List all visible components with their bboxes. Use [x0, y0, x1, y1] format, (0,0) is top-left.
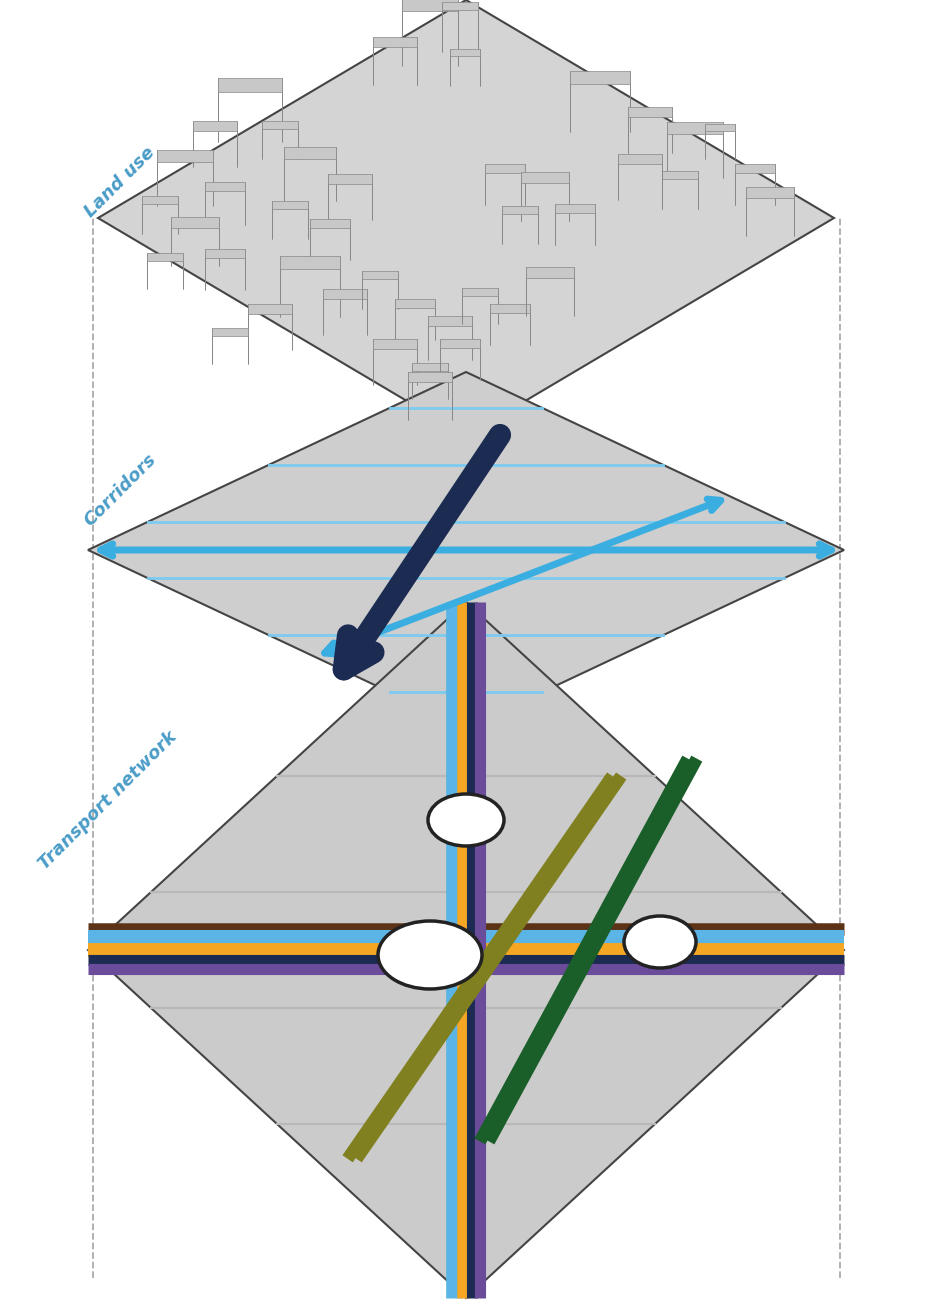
- Polygon shape: [147, 253, 183, 261]
- Polygon shape: [280, 256, 340, 269]
- Polygon shape: [662, 171, 698, 179]
- Polygon shape: [248, 304, 292, 313]
- Polygon shape: [440, 338, 480, 347]
- Polygon shape: [628, 107, 672, 118]
- Polygon shape: [171, 217, 219, 227]
- Polygon shape: [284, 148, 336, 159]
- Polygon shape: [526, 266, 574, 277]
- Polygon shape: [395, 299, 435, 307]
- Polygon shape: [402, 0, 458, 10]
- Polygon shape: [328, 174, 372, 184]
- Polygon shape: [323, 289, 367, 299]
- Polygon shape: [205, 248, 245, 257]
- Polygon shape: [272, 201, 308, 209]
- Ellipse shape: [378, 921, 482, 989]
- Polygon shape: [450, 48, 480, 55]
- Ellipse shape: [428, 794, 504, 846]
- Polygon shape: [485, 163, 525, 172]
- Polygon shape: [746, 187, 794, 197]
- Polygon shape: [212, 328, 248, 336]
- Polygon shape: [412, 363, 448, 371]
- Polygon shape: [521, 171, 569, 183]
- Polygon shape: [705, 124, 735, 131]
- Polygon shape: [142, 196, 178, 204]
- Polygon shape: [618, 154, 662, 165]
- Polygon shape: [262, 121, 298, 129]
- Polygon shape: [373, 37, 417, 47]
- Text: Corridors: Corridors: [80, 451, 159, 530]
- Polygon shape: [570, 71, 630, 84]
- Polygon shape: [218, 78, 282, 91]
- Polygon shape: [88, 602, 844, 1298]
- Polygon shape: [205, 182, 245, 191]
- Ellipse shape: [624, 916, 696, 968]
- Polygon shape: [428, 316, 472, 326]
- Polygon shape: [408, 372, 452, 381]
- Polygon shape: [555, 204, 595, 213]
- Polygon shape: [157, 150, 213, 162]
- Text: Transport network: Transport network: [35, 727, 181, 872]
- Polygon shape: [310, 218, 350, 227]
- Text: Land use: Land use: [81, 144, 158, 221]
- Polygon shape: [490, 303, 530, 312]
- Polygon shape: [88, 372, 844, 727]
- Polygon shape: [373, 340, 417, 349]
- Polygon shape: [502, 206, 538, 214]
- Polygon shape: [462, 289, 498, 296]
- Polygon shape: [193, 121, 237, 131]
- Polygon shape: [442, 3, 478, 10]
- Polygon shape: [667, 121, 723, 135]
- Polygon shape: [735, 163, 775, 172]
- Polygon shape: [98, 0, 834, 436]
- Polygon shape: [362, 272, 398, 279]
